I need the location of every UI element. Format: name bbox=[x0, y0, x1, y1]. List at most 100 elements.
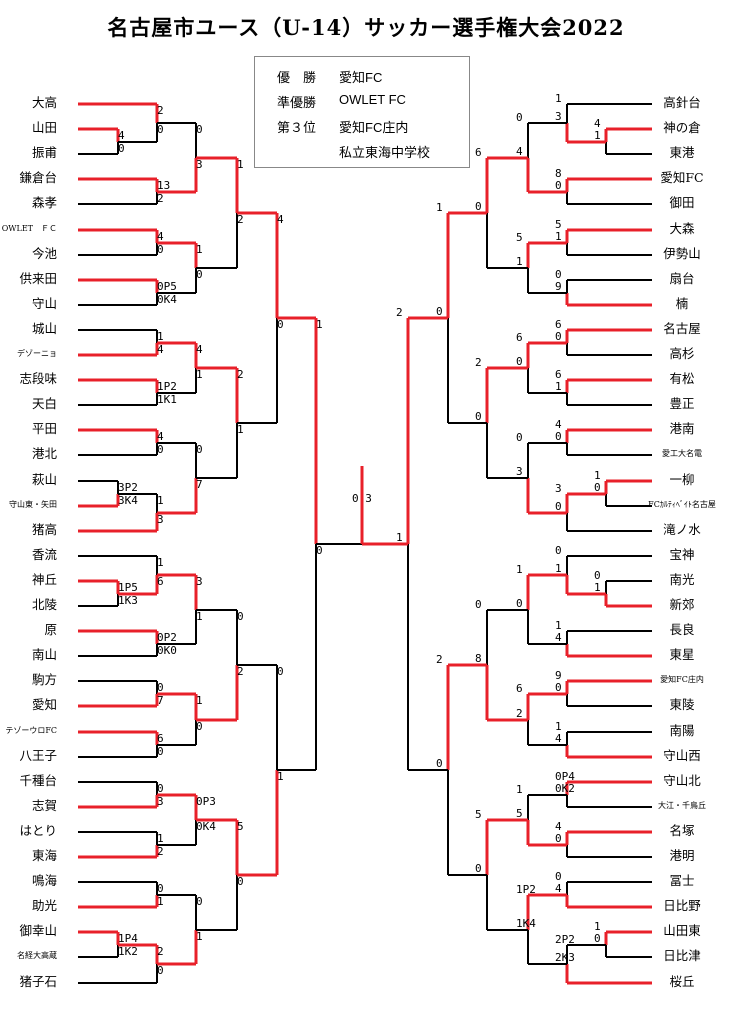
score-label: 0 bbox=[555, 500, 562, 513]
team-name: 新郊 bbox=[669, 597, 695, 612]
score-label: 1 bbox=[157, 895, 164, 908]
result-value: OWLET FC bbox=[339, 92, 406, 107]
score-label: 2 bbox=[157, 104, 164, 117]
team-name: 名経大高蔵 bbox=[17, 951, 57, 960]
score-label: 0 bbox=[475, 410, 482, 423]
score-label: 1 bbox=[396, 531, 403, 544]
score-label: 0 bbox=[475, 200, 482, 213]
score-label: 0 bbox=[316, 544, 323, 557]
team-name: 愛工大名電 bbox=[662, 449, 702, 458]
team-name: 神の倉 bbox=[663, 120, 701, 135]
team-name: 南陽 bbox=[669, 723, 695, 738]
score-label: 1 bbox=[237, 423, 244, 436]
score-label: 5 bbox=[516, 807, 523, 820]
score-label: 8 bbox=[555, 167, 562, 180]
score-label: 3K4 bbox=[118, 494, 138, 507]
team-name: 香流 bbox=[31, 547, 57, 562]
score-label: 1P2 bbox=[516, 883, 536, 896]
score-label: 2 bbox=[157, 845, 164, 858]
score-label: 4 bbox=[196, 343, 203, 356]
score-label: 3 bbox=[516, 465, 523, 478]
score-label: 1 bbox=[277, 770, 284, 783]
team-name: 港北 bbox=[31, 446, 57, 461]
team-name: 千種台 bbox=[19, 773, 57, 788]
team-name: 御幸山 bbox=[19, 923, 57, 938]
team-name: 守山東・矢田 bbox=[9, 500, 57, 509]
score-label: 1 bbox=[516, 783, 523, 796]
score-label: 0 bbox=[157, 745, 164, 758]
score-label: 4 bbox=[594, 117, 601, 130]
score-label: 4 bbox=[516, 145, 523, 158]
score-label: 7 bbox=[157, 694, 164, 707]
team-name: 助光 bbox=[31, 898, 57, 913]
score-label: 2 bbox=[396, 306, 403, 319]
score-label: 1 bbox=[555, 380, 562, 393]
score-label: 9 bbox=[555, 669, 562, 682]
score-label: 4 bbox=[157, 230, 164, 243]
score-label: 0K2 bbox=[555, 782, 575, 795]
score-label: 1P5 bbox=[118, 581, 138, 594]
score-label: 4 bbox=[157, 343, 164, 356]
score-label: 2 bbox=[157, 192, 164, 205]
team-name: 猪子石 bbox=[19, 974, 57, 989]
team-name: 今池 bbox=[31, 246, 57, 261]
team-name: 日比野 bbox=[663, 898, 701, 913]
team-name: 御田 bbox=[669, 195, 695, 210]
score-label: 1 bbox=[555, 619, 562, 632]
score-label: 4 bbox=[555, 732, 562, 745]
team-name: 愛知FC bbox=[660, 170, 704, 185]
team-name: 愛知FC庄内 bbox=[660, 675, 704, 684]
score-label: 6 bbox=[475, 146, 482, 159]
team-name: 森孝 bbox=[31, 195, 57, 210]
team-name: 宝神 bbox=[669, 547, 695, 562]
score-label: 0 bbox=[157, 443, 164, 456]
result-value: 愛知FC bbox=[339, 70, 383, 85]
score-label: 0 bbox=[555, 544, 562, 557]
score-label: 1 bbox=[157, 330, 164, 343]
score-label: 2 bbox=[157, 945, 164, 958]
score-label: 1P2 bbox=[157, 380, 177, 393]
score-label: 0 bbox=[555, 681, 562, 694]
team-name: 天白 bbox=[31, 396, 57, 411]
score-label: 3 bbox=[157, 513, 164, 526]
team-name: 猪高 bbox=[31, 522, 57, 537]
score-label: 0P5 bbox=[157, 280, 177, 293]
score-label: 0 bbox=[555, 430, 562, 443]
score-label: 3 bbox=[555, 110, 562, 123]
team-name: 鎌倉台 bbox=[19, 170, 57, 185]
score-label: 0P2 bbox=[157, 631, 177, 644]
score-label: 0 bbox=[436, 757, 443, 770]
score-label: 2P2 bbox=[555, 933, 575, 946]
team-name: 滝ノ水 bbox=[663, 522, 701, 537]
results-box: 優 勝 愛知FC 準優勝 OWLET FC 第３位 愛知FC庄内 私立東海中学校 bbox=[254, 56, 470, 168]
team-name: はとり bbox=[19, 823, 57, 838]
score-label: 7 bbox=[196, 478, 203, 491]
team-name: 伊勢山 bbox=[663, 246, 701, 261]
score-label: 0K4 bbox=[157, 293, 177, 306]
score-label: 1K4 bbox=[516, 917, 536, 930]
team-name: 北陵 bbox=[31, 597, 57, 612]
score-label: 0 bbox=[157, 123, 164, 136]
score-label: 6 bbox=[555, 318, 562, 331]
score-label: 6 bbox=[157, 575, 164, 588]
score-label: 5 bbox=[555, 218, 562, 231]
team-name: 志段味 bbox=[19, 371, 57, 386]
score-label: 0K4 bbox=[196, 820, 216, 833]
team-name: 港明 bbox=[669, 848, 695, 863]
team-name: テゾーウロFC bbox=[5, 726, 57, 735]
score-label: 2K3 bbox=[555, 951, 575, 964]
team-name: 振甫 bbox=[31, 145, 57, 160]
score-label: 2 bbox=[516, 707, 523, 720]
team-name: 原 bbox=[44, 622, 57, 637]
team-name: 山田 bbox=[31, 120, 57, 135]
score-label: 5 bbox=[475, 808, 482, 821]
score-label: 1 bbox=[196, 930, 203, 943]
team-name: 供来田 bbox=[19, 271, 57, 286]
score-label: 0 bbox=[118, 142, 125, 155]
score-label: 0 bbox=[277, 318, 284, 331]
team-name: FCｶﾙﾃｨﾍﾞｲﾄ名古屋 bbox=[648, 500, 716, 509]
team-name: 南光 bbox=[669, 572, 695, 587]
team-name: 冨士 bbox=[669, 873, 695, 888]
score-label: 0 bbox=[475, 862, 482, 875]
